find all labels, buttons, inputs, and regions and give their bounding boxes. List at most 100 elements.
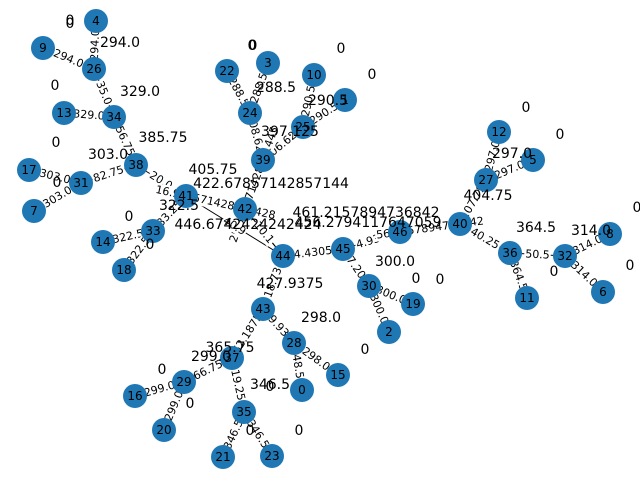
edge-label-28-0: 48.5 (289, 352, 307, 381)
edge-label-background (224, 74, 253, 110)
node-21: 21 (211, 445, 235, 469)
edge-label-background (112, 123, 138, 159)
node-3: 3 (256, 51, 280, 75)
edge-label-background (87, 27, 103, 63)
edge-label-31-38: 82.75 (90, 162, 127, 186)
node-circle (357, 274, 381, 298)
node-42: 42 (233, 197, 257, 221)
edge-label-background (457, 181, 489, 223)
edge-label-background (153, 196, 186, 231)
node-11: 11 (515, 286, 539, 310)
node-value-20: 0 (186, 396, 195, 412)
node-value-7: 0 (53, 175, 62, 191)
edge-label-background (90, 162, 127, 186)
edge-weight-text: 48.5 (290, 353, 307, 379)
node-value-28: 298.0 (301, 310, 341, 326)
node-circle (215, 59, 239, 83)
node-value-9: 0 (66, 13, 75, 29)
node-value-15: 0 (361, 342, 370, 358)
node-23: 23 (260, 444, 284, 468)
node-id-label: 36 (502, 246, 517, 260)
node-value-17: 0 (52, 135, 61, 151)
node-id-label: 8 (606, 227, 614, 241)
node-value-10: 0 (337, 41, 346, 57)
node-value-3: 0 (248, 38, 257, 54)
edge-label-37-35: 19.25 (228, 367, 248, 403)
node-circle (22, 199, 46, 223)
node-value-26: 294.0 (100, 35, 140, 51)
node-value-29: 299.0 (191, 349, 231, 365)
edge-label-4-26: 294.0 (87, 27, 103, 63)
node-circle (291, 115, 315, 139)
node-value-46: 461.2157894736842 (293, 205, 440, 221)
node-circle (388, 220, 412, 244)
node-id-label: 16 (127, 389, 142, 403)
edge-label-background (220, 416, 247, 453)
edge-label-background (229, 309, 266, 358)
node-id-label: 34 (106, 110, 121, 124)
node-id-label: 27 (478, 173, 493, 187)
edge-label-background (50, 46, 87, 71)
node-id-label: 33 (145, 224, 160, 238)
edge-label-background (243, 416, 273, 452)
node-id-label: 24 (242, 106, 257, 120)
node-id-label: 3 (264, 56, 272, 70)
node-value-2: 0 (412, 271, 421, 287)
node-circle (448, 212, 472, 236)
node-id-label: 20 (156, 423, 171, 437)
node-circle (377, 320, 401, 344)
node-circle (282, 331, 306, 355)
node-value-1: 0 (368, 67, 377, 83)
node-circle (331, 237, 355, 261)
node-circle (91, 230, 115, 254)
node-40: 40 (448, 212, 472, 236)
node-circle (69, 171, 93, 195)
node-id-label: 39 (255, 153, 270, 167)
node-38: 38 (124, 153, 148, 177)
node-circle (591, 280, 615, 304)
edge-label-10-25: 290.5 (298, 83, 319, 119)
edge-label-background (123, 233, 154, 268)
node-value-31: 303.0 (88, 147, 128, 163)
node-circle (84, 9, 108, 33)
edge-label-background (373, 282, 409, 308)
node-6: 6 (591, 280, 615, 304)
node-18: 18 (112, 258, 136, 282)
node-10: 10 (302, 63, 326, 87)
node-id-label: 46 (392, 225, 407, 239)
node-value-42: 422.67857142857144 (193, 176, 349, 192)
node-id-label: 29 (176, 375, 191, 389)
node-value-6: 0 (626, 258, 635, 274)
node-value-39: 397.125 (261, 124, 319, 140)
edge-label-background (567, 257, 601, 291)
edge-label-background (467, 224, 503, 253)
node-value-36: 364.5 (516, 220, 556, 236)
node-13: 13 (52, 101, 76, 125)
node-value-38: 385.75 (139, 130, 188, 146)
node-value-41: 405.75 (189, 162, 238, 178)
node-circle (598, 222, 622, 246)
edge-label-9-26: 294.0 (50, 46, 87, 71)
node-circle (112, 258, 136, 282)
edge-label-background (250, 218, 278, 247)
node-id-label: 31 (73, 176, 88, 190)
node-1: 1 (333, 88, 357, 112)
node-39: 39 (251, 148, 275, 172)
edge-label-background (306, 98, 342, 129)
node-12: 12 (487, 120, 511, 144)
node-43: 43 (251, 297, 275, 321)
node-circle (251, 297, 275, 321)
node-35: 35 (232, 400, 256, 424)
node-id-label: 42 (237, 202, 252, 216)
node-id-label: 7 (30, 204, 38, 218)
node-circle (487, 120, 511, 144)
edge-weight-text: 35.0 (93, 79, 114, 107)
node-16: 16 (123, 384, 147, 408)
node-30: 30 (357, 274, 381, 298)
node-circle (271, 244, 295, 268)
node-value-24: 288.5 (256, 80, 296, 96)
node-id-label: 41 (178, 189, 193, 203)
edge-label-background (39, 182, 76, 212)
node-circle (174, 184, 198, 208)
node-circle (251, 148, 275, 172)
